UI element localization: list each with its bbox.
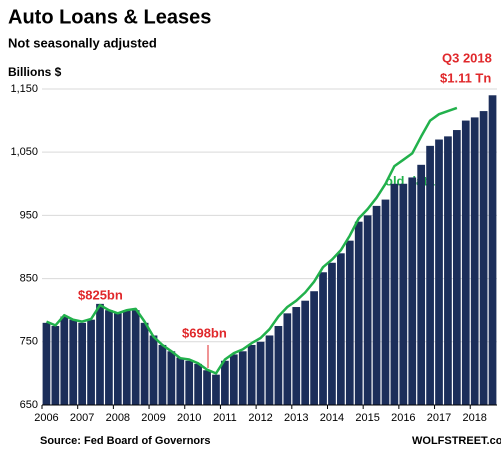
x-tick-label: 2011	[213, 412, 237, 424]
x-tick-label: 2016	[391, 412, 415, 424]
bar	[96, 303, 104, 405]
source: Source: Fed Board of Governors	[40, 435, 211, 447]
bar	[452, 130, 461, 405]
y-tick-label: 950	[20, 209, 38, 221]
x-tick-label: 2015	[355, 412, 379, 424]
bar	[479, 111, 488, 406]
bar	[203, 370, 211, 405]
annotation: $825bn	[78, 287, 123, 302]
bar	[87, 319, 95, 405]
brand: WOLFSTREET.com	[412, 435, 501, 447]
bar	[390, 183, 399, 405]
bar	[78, 322, 87, 405]
bar	[158, 344, 167, 405]
annotation: $1.11 Tn	[440, 70, 491, 85]
x-tick-label: 2010	[177, 412, 201, 424]
chart-title: Auto Loans & Leases	[8, 6, 211, 28]
bar	[408, 177, 417, 405]
bar	[470, 117, 479, 405]
y-axis-label: Billions $	[8, 65, 62, 79]
bar	[229, 354, 238, 405]
bar	[319, 272, 327, 405]
bar	[274, 325, 283, 405]
bar	[60, 316, 69, 405]
y-tick-label: 850	[20, 272, 38, 284]
bar	[212, 374, 220, 405]
chart-subtitle: Not seasonally adjusted	[8, 35, 157, 50]
y-tick-label: 650	[20, 399, 38, 411]
bar	[113, 313, 122, 405]
bar	[292, 307, 301, 405]
bar	[363, 215, 372, 405]
line	[46, 106, 458, 375]
x-tick-label: 2009	[141, 412, 165, 424]
bar	[247, 344, 256, 405]
x-tick-label: 2008	[106, 412, 130, 424]
bar	[426, 145, 434, 405]
x-tick-label: 2018	[462, 412, 486, 424]
x-tick-label: 2006	[34, 412, 58, 424]
bar	[238, 351, 247, 405]
bar	[149, 335, 158, 405]
bar	[337, 253, 345, 405]
bar	[167, 351, 176, 405]
x-tick-label: 2012	[248, 412, 272, 424]
bar	[301, 300, 310, 405]
x-tick-label: 2013	[284, 412, 308, 424]
y-tick-label: 1,150	[10, 83, 38, 95]
y-tick-label: 1,050	[10, 146, 38, 158]
bar	[310, 291, 318, 405]
bar	[105, 310, 113, 405]
annotation: $698bn	[182, 325, 227, 340]
bar	[69, 319, 78, 405]
bar	[354, 221, 363, 405]
bar	[417, 164, 426, 405]
bar	[265, 335, 274, 405]
bar	[328, 262, 336, 405]
bar	[176, 357, 185, 405]
x-tick-label: 2014	[320, 412, 344, 424]
x-tick-label: 2017	[427, 412, 451, 424]
bar	[140, 322, 149, 405]
bar	[399, 183, 408, 405]
bar	[435, 139, 443, 405]
bar	[488, 95, 497, 405]
bar	[185, 360, 194, 405]
bar	[345, 240, 354, 405]
y-tick-label: 750	[20, 336, 38, 348]
bar	[194, 363, 202, 405]
bar	[221, 360, 229, 405]
bar	[42, 322, 51, 405]
bar	[122, 310, 131, 405]
bar	[131, 310, 140, 405]
bar	[283, 313, 292, 405]
annotation: Q3 2018	[442, 50, 492, 65]
bar	[381, 199, 390, 405]
bar	[461, 120, 470, 405]
x-tick-label: 2007	[70, 412, 94, 424]
bar	[372, 205, 381, 405]
bar	[51, 325, 60, 405]
bar	[256, 341, 265, 405]
bar	[444, 136, 452, 405]
